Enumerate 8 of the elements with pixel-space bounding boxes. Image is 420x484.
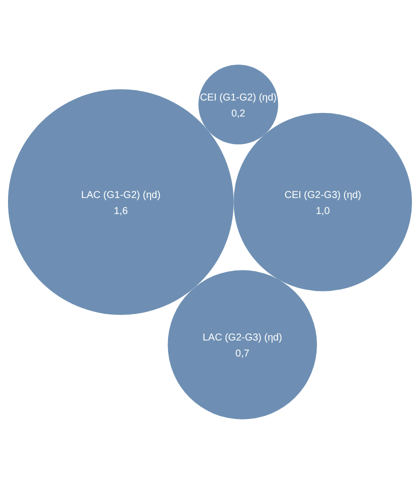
data-label: 0,7 (235, 348, 250, 360)
category-label: CEI (G1-G2) (ηd) (200, 92, 277, 104)
category-label: LAC (G1-G2) (ηd) (81, 190, 161, 202)
category-label: LAC (G2-G3) (ηd) (202, 332, 282, 344)
data-label: 1,6 (114, 206, 128, 218)
data-label: 1,0 (316, 206, 330, 218)
data-label: 0,2 (231, 108, 246, 120)
category-label: CEI (G2-G3) (ηd) (284, 190, 362, 202)
